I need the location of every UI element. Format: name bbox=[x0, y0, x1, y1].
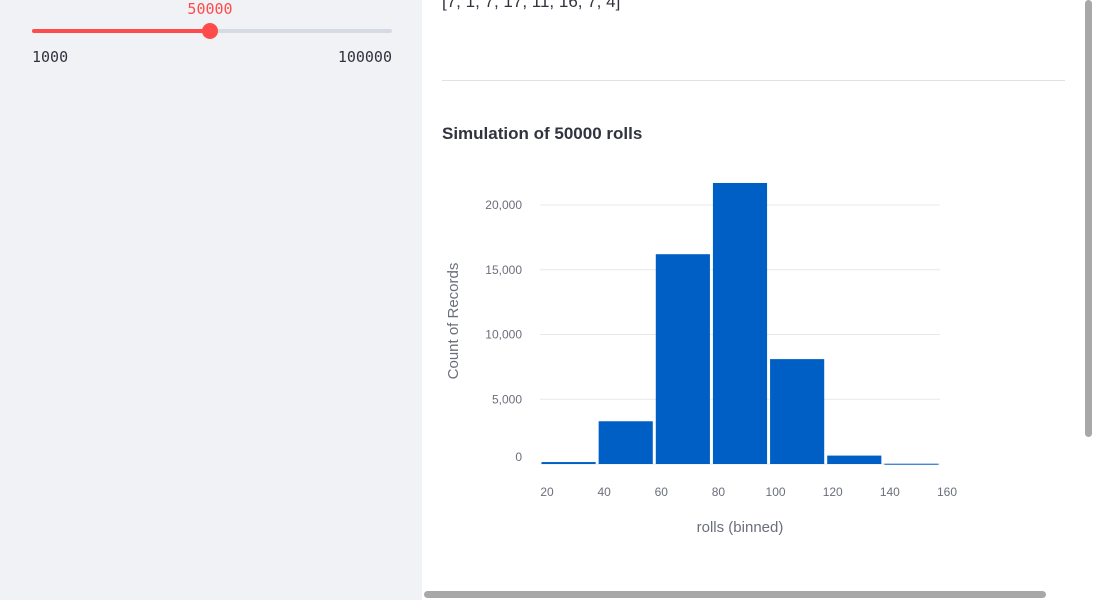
divider bbox=[442, 80, 1065, 81]
x-tick-label: 20 bbox=[540, 485, 554, 499]
histogram-bar[interactable] bbox=[712, 182, 768, 465]
histogram-bar[interactable] bbox=[598, 421, 653, 464]
chart-title: Simulation of 50000 rolls bbox=[442, 124, 643, 143]
slider-value-label: 50000 bbox=[187, 0, 233, 18]
sidebar: 50000 1000 100000 bbox=[0, 0, 422, 600]
y-axis-title: Count of Records bbox=[445, 263, 462, 380]
main-content: [7, 1, 7, 17, 11, 16, 7, 4] Simulation o… bbox=[422, 0, 1094, 600]
histogram-bar[interactable] bbox=[827, 455, 882, 464]
histogram-bar[interactable] bbox=[884, 463, 939, 465]
x-tick-label: 120 bbox=[823, 485, 843, 499]
slider-max-label: 100000 bbox=[337, 48, 392, 66]
y-tick-label: 0 bbox=[515, 450, 522, 464]
y-tick-label: 10,000 bbox=[485, 328, 522, 342]
slider-min-label: 1000 bbox=[32, 48, 69, 66]
x-tick-label: 40 bbox=[597, 485, 611, 499]
x-tick-label: 60 bbox=[655, 485, 669, 499]
x-axis-title: rolls (binned) bbox=[697, 519, 784, 536]
x-tick-label: 160 bbox=[937, 485, 957, 499]
y-tick-label: 5,000 bbox=[492, 392, 522, 406]
histogram-bar[interactable] bbox=[655, 254, 710, 464]
vertical-scrollbar[interactable] bbox=[1085, 0, 1092, 437]
x-tick-label: 80 bbox=[712, 485, 726, 499]
histogram-bar[interactable] bbox=[770, 359, 825, 464]
y-tick-label: 15,000 bbox=[485, 263, 522, 277]
slider-fill bbox=[32, 29, 211, 33]
histogram-bar[interactable] bbox=[541, 462, 596, 464]
y-tick-label: 20,000 bbox=[485, 198, 522, 212]
x-tick-label: 140 bbox=[880, 485, 900, 499]
rolls-list-output: [7, 1, 7, 17, 11, 16, 7, 4] bbox=[442, 0, 621, 11]
x-tick-label: 100 bbox=[766, 485, 786, 499]
histogram-chart: 0 5,000 10,000 15,000 20,000 20 40 60 80 100 120 1… bbox=[445, 182, 957, 536]
slider-thumb[interactable] bbox=[202, 23, 219, 39]
horizontal-scrollbar[interactable] bbox=[424, 591, 1046, 598]
rolls-slider[interactable] bbox=[32, 23, 392, 39]
